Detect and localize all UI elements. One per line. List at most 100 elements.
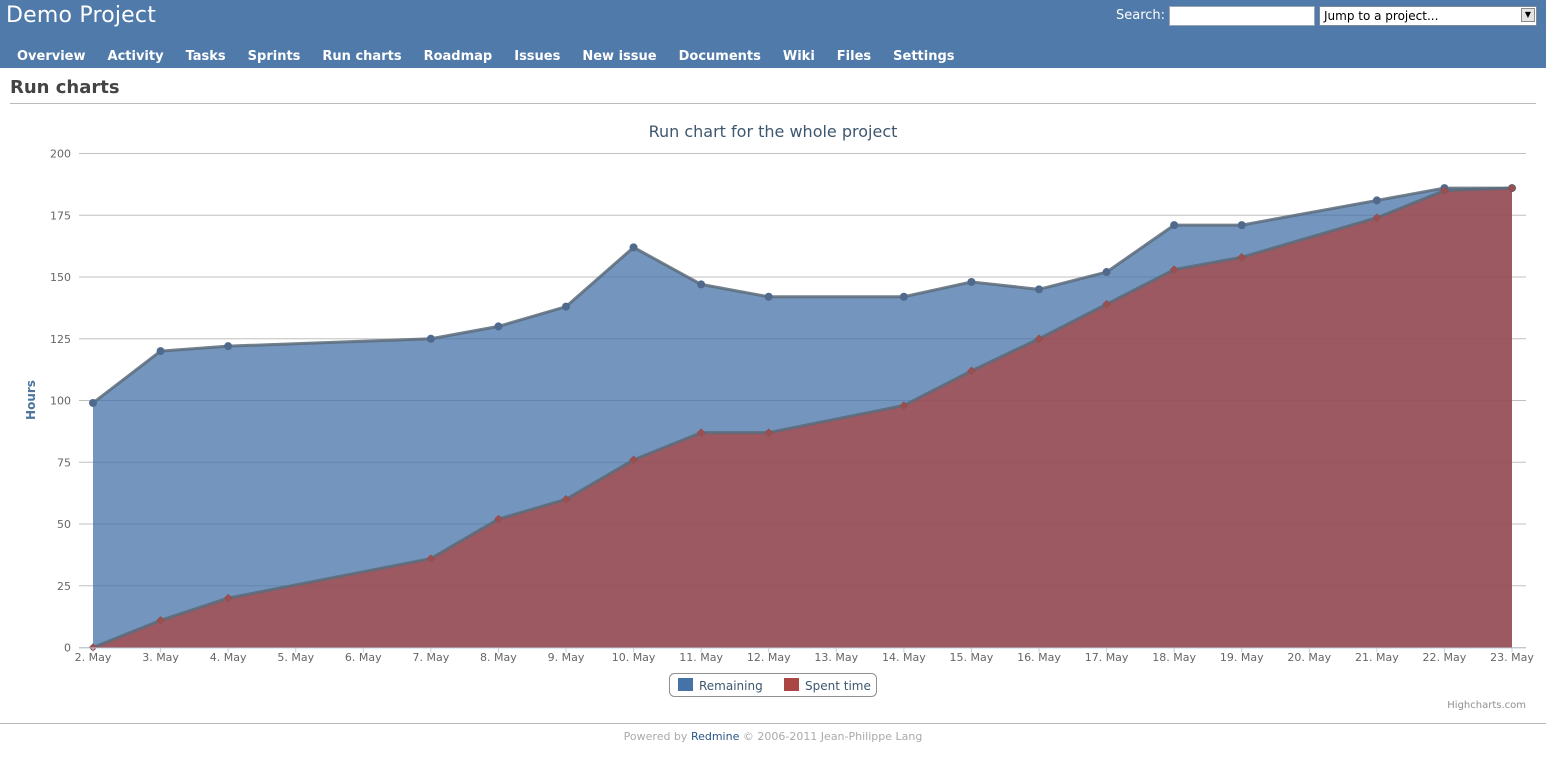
y-tick-label: 0 [64,642,71,655]
x-tick-label: 2. May [75,651,112,664]
data-point-spent [764,428,774,437]
y-tick-label: 25 [57,580,71,593]
data-point-spent [561,494,571,504]
series-line-0 [92,186,1512,405]
footer-suffix: © 2006-2011 Jean-Philippe Lang [739,730,923,743]
data-point-spent [494,514,503,524]
y-axis-title: Hours [24,380,38,420]
x-tick-label: 21. May [1355,651,1399,664]
chart-credits: Highcharts.com [1447,700,1526,711]
project-jump-select[interactable]: Jump to a project... ▼ [1319,6,1537,26]
footer-prefix: Powered by [623,730,691,743]
x-tick-label: 7. May [412,651,449,664]
data-point-spent [1034,334,1044,344]
data-point-remaining [1035,285,1043,294]
x-tick-label: 10. May [612,651,656,664]
menu-item-run-charts[interactable]: Run charts [322,49,402,64]
data-point-spent [899,401,909,410]
data-point-remaining [967,277,976,286]
data-point-spent [1237,252,1247,262]
menu-item-wiki[interactable]: Wiki [782,49,815,64]
legend-label-0: Remaining [699,679,763,693]
legend-box [669,673,877,697]
search-label: Search: [1116,8,1166,23]
data-point-spent [1372,213,1382,223]
y-tick-label: 150 [50,271,71,284]
data-point-remaining [1237,221,1246,230]
x-tick-label: 12. May [747,651,791,664]
data-point-remaining [1170,221,1179,230]
menu-item-documents[interactable]: Documents [678,49,761,64]
y-tick-label: 100 [50,395,71,408]
x-tick-label: 19. May [1220,651,1264,664]
data-point-remaining [224,342,233,351]
data-point-spent [1102,299,1111,309]
x-tick-label: 4. May [210,651,247,664]
chart-title: Run chart for the whole project [649,122,898,141]
x-tick-label: 6. May [345,651,382,664]
data-point-remaining [426,334,435,343]
data-point-remaining [764,292,773,301]
footer-divider [0,723,1546,724]
x-tick-label: 16. May [1017,651,1061,664]
data-point-remaining [629,243,638,252]
y-tick-label: 50 [57,518,71,531]
data-point-spent [1440,186,1449,195]
y-tick-label: 200 [50,148,71,161]
data-point-spent [967,366,976,376]
x-tick-label: 17. May [1085,651,1129,664]
data-point-spent [629,455,638,465]
data-point-remaining [899,292,908,301]
x-tick-label: 5. May [277,651,314,664]
menu-item-activity[interactable]: Activity [107,49,164,64]
y-tick-label: 125 [50,333,71,346]
data-point-remaining [562,302,570,311]
x-tick-label: 15. May [950,651,994,664]
data-point-remaining [89,398,97,407]
redmine-link[interactable]: Redmine [690,730,740,743]
menu-item-roadmap[interactable]: Roadmap [423,49,493,64]
data-point-spent [696,428,706,437]
x-tick-label: 13. May [814,651,858,664]
menu-item-new-issue[interactable]: New issue [582,49,657,64]
data-point-spent [156,615,165,625]
data-point-remaining [1372,196,1381,205]
legend-swatch-1 [784,678,799,691]
data-point-remaining [494,322,503,331]
data-point-spent [1507,183,1517,193]
x-tick-label: 8. May [480,651,517,664]
footer: Powered by Redmine © 2006-2011 Jean-Phil… [0,730,1546,743]
legend-label-1: Spent time [805,679,871,693]
chevron-down-icon[interactable]: ▼ [1521,8,1535,22]
menu-item-tasks[interactable]: Tasks [185,49,226,64]
menu-item-settings[interactable]: Settings [893,49,955,64]
data-point-remaining [697,280,706,289]
menu-item-sprints[interactable]: Sprints [247,49,301,64]
menu-item-overview[interactable]: Overview [17,49,86,64]
main-menu: Overview Activity Tasks Sprints Run char… [6,47,966,67]
page-title: Run charts [10,77,120,98]
search-input[interactable] [1169,6,1315,26]
data-point-remaining [1102,268,1111,277]
x-tick-label: 3. May [142,651,179,664]
project-jump-value: Jump to a project... [1324,9,1439,23]
project-title[interactable]: Demo Project [6,3,157,28]
data-point-spent [1169,265,1179,274]
menu-item-issues[interactable]: Issues [514,49,561,64]
menu-item-files[interactable]: Files [836,49,872,64]
data-point-spent [223,593,233,603]
run-chart: Run chart for the whole project 0 25 50 75 10… [24,122,1534,711]
series-line-1 [92,186,1513,649]
series-area-1 [93,188,1512,648]
x-tick-label: 14. May [882,651,926,664]
x-tick-label: 11. May [679,651,723,664]
y-tick-label: 75 [57,456,71,469]
heading-divider [10,103,1536,104]
x-tick-label: 23. May [1490,651,1534,664]
x-tick-label: 20. May [1287,651,1331,664]
header: Demo Project Search: Jump to a project..… [0,0,1546,68]
y-tick-label: 175 [50,209,71,222]
x-tick-label: 22. May [1423,651,1467,664]
x-tick-label: 18. May [1152,651,1196,664]
data-point-spent [426,554,436,563]
